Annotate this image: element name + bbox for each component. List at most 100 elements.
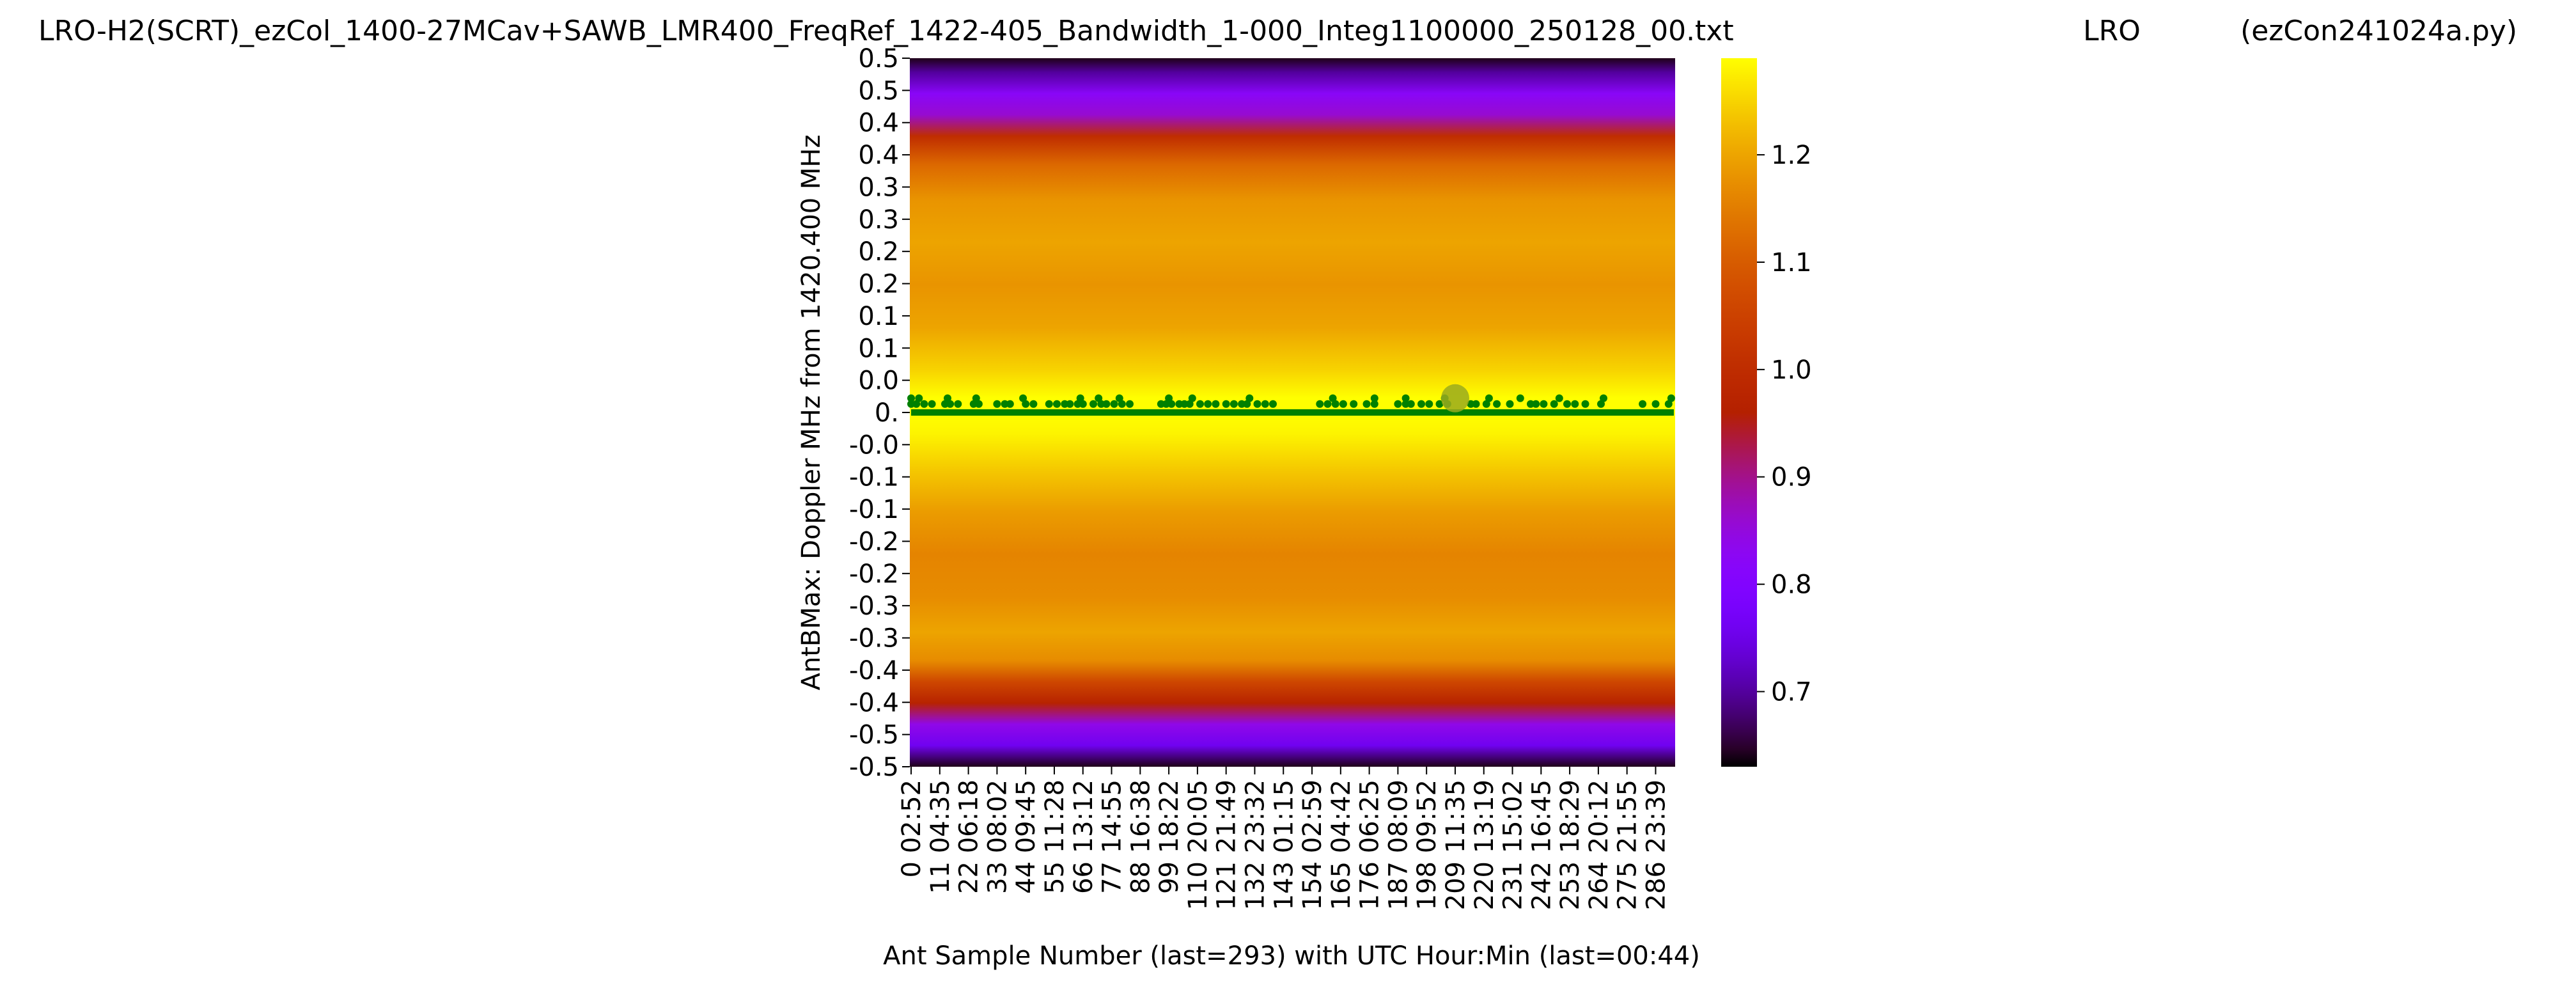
y-tick-label: -0.4 <box>849 656 899 686</box>
x-tick-label: 154 02:59 <box>1298 780 1327 910</box>
colorbar-tick-label: 0.9 <box>1771 463 1812 492</box>
y-tick-label: -0.3 <box>849 592 899 621</box>
peak-point <box>1329 394 1337 402</box>
figure-title-center: LRO <box>2083 15 2141 47</box>
peak-point <box>1639 400 1647 408</box>
peak-point <box>1162 400 1170 408</box>
x-tick-label: 220 13:19 <box>1470 780 1499 910</box>
x-axis-label: Ant Sample Number (last=293) with UTC Ho… <box>883 941 1700 971</box>
y-tick-label: -0.4 <box>849 688 899 717</box>
peak-point <box>1073 400 1082 408</box>
x-tick-label: 264 20:12 <box>1584 780 1614 910</box>
peak-point <box>912 400 921 408</box>
figure-title-right: (ezCon241024a.py) <box>2240 15 2517 47</box>
x-tick-label: 143 01:15 <box>1269 780 1299 910</box>
peak-point <box>1532 400 1540 408</box>
peak-point <box>993 400 1001 408</box>
y-tick-label: -0.3 <box>849 624 899 654</box>
peak-point <box>915 394 923 402</box>
x-tick-label: 132 23:32 <box>1241 780 1270 910</box>
peak-point <box>1516 394 1524 402</box>
peak-point <box>1581 400 1589 408</box>
peak-point <box>1331 400 1339 408</box>
peak-point <box>1229 400 1238 408</box>
peak-point <box>1126 400 1134 408</box>
x-tick-label: 165 04:42 <box>1327 780 1356 910</box>
x-tick-label: 209 11:35 <box>1441 780 1471 910</box>
figure-title-left: LRO-H2(SCRT)_ezCol_1400-27MCav+SAWB_LMR4… <box>38 15 1734 47</box>
y-tick-label: 0.5 <box>858 76 899 106</box>
peak-point <box>1045 400 1053 408</box>
x-tick-label: 176 06:25 <box>1355 780 1385 910</box>
peak-point <box>974 400 983 408</box>
peak-point <box>1022 400 1030 408</box>
y-tick-label: -0.2 <box>849 560 899 589</box>
peak-point <box>1506 400 1514 408</box>
peak-point <box>1493 400 1501 408</box>
peak-point <box>1350 400 1358 408</box>
peak-point <box>1485 394 1493 402</box>
peak-point <box>1089 400 1097 408</box>
y-tick-label: 0.3 <box>858 205 899 235</box>
peak-point <box>972 394 980 402</box>
peak-point <box>1245 394 1254 402</box>
peak-point <box>1253 400 1261 408</box>
peak-point <box>1435 400 1444 408</box>
peak-point <box>1540 400 1548 408</box>
x-tick-label: 198 09:52 <box>1412 780 1442 910</box>
peak-point <box>907 394 915 402</box>
peak-point <box>1401 394 1410 402</box>
peak-point <box>1001 400 1009 408</box>
peak-point <box>1472 400 1480 408</box>
peak-point <box>1417 400 1425 408</box>
y-tick-label: 0.1 <box>858 302 899 331</box>
x-tick-label: 99 18:22 <box>1155 780 1184 894</box>
peak-point <box>946 400 955 408</box>
x-tick-label: 231 15:02 <box>1499 780 1528 910</box>
peak-point <box>907 400 915 408</box>
y-tick-label: -0.0 <box>849 430 899 460</box>
peak-point <box>1316 400 1324 408</box>
y-tick-label: 0. <box>875 398 899 428</box>
peak-point <box>1370 400 1378 408</box>
peak-point <box>1079 400 1087 408</box>
colorbar-tick-label: 0.7 <box>1771 677 1812 707</box>
x-tick-label: 253 18:29 <box>1556 780 1585 910</box>
y-tick-label: 0.2 <box>858 237 899 267</box>
peak-point <box>1185 400 1194 408</box>
x-tick-label: 88 16:38 <box>1126 780 1155 894</box>
peak-point <box>1563 400 1571 408</box>
x-tick-label: 0 02:52 <box>897 780 926 877</box>
peak-point <box>1323 400 1332 408</box>
peak-point <box>1550 400 1558 408</box>
x-tick-label: 22 06:18 <box>955 780 984 894</box>
peak-point <box>1261 400 1269 408</box>
x-tick-label: 66 13:12 <box>1069 780 1098 894</box>
peak-point <box>1394 400 1402 408</box>
peak-point <box>1167 400 1176 408</box>
colorbar-axis: 0.7 0.8 0.9 1.0 1.1 1.2 <box>1757 141 1812 707</box>
x-tick-label: 44 09:45 <box>1011 780 1041 894</box>
y-tick-label: 0.0 <box>858 366 899 396</box>
peak-point <box>1238 400 1246 408</box>
y-tick-label: 0.1 <box>858 334 899 363</box>
y-tick-label: -0.2 <box>849 527 899 556</box>
y-tick-label: -0.5 <box>849 753 899 782</box>
peak-point <box>1053 400 1061 408</box>
peak-point <box>1370 394 1378 402</box>
peak-highlight-marker <box>1441 384 1469 412</box>
peak-point <box>1600 394 1607 402</box>
peak-point <box>928 400 936 408</box>
peak-point <box>1401 400 1410 408</box>
x-tick-label: 33 08:02 <box>983 780 1012 894</box>
peak-point <box>920 400 928 408</box>
y-tick-label: -0.5 <box>849 721 899 750</box>
peak-point <box>1651 400 1660 408</box>
peak-point <box>1362 400 1371 408</box>
x-tick-label: 286 23:39 <box>1642 780 1671 910</box>
x-tick-label: 242 16:45 <box>1527 780 1556 910</box>
x-tick-label: 11 04:35 <box>926 780 955 894</box>
peak-point <box>1555 394 1563 402</box>
